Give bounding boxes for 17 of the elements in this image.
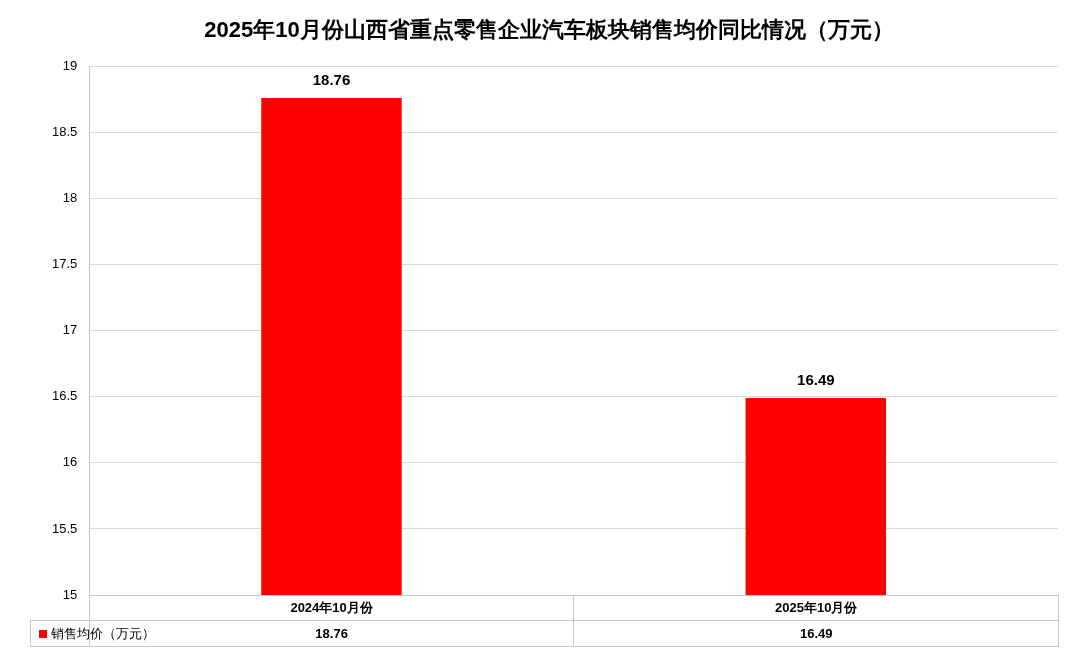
data-label: 16.49 bbox=[573, 620, 1059, 647]
y-tick-label: 17 bbox=[62, 322, 78, 338]
annotation: 18.76 bbox=[312, 70, 351, 88]
y-tick-label: 15.5 bbox=[51, 520, 78, 536]
x-tick-label: 2025年10月份 bbox=[573, 595, 1059, 621]
legend-label: 销售均价（万元） bbox=[50, 624, 155, 643]
y-tick-label: 18 bbox=[62, 190, 78, 206]
chart-title: 2025年10月份山西省重点零售企业汽车板块销售均价同比情况（万元） bbox=[204, 17, 894, 43]
x-tick-label: 2024年10月份 bbox=[89, 595, 574, 621]
annotation: 16.49 bbox=[797, 370, 835, 388]
y-tick-label: 17.5 bbox=[51, 256, 78, 272]
y-tick-label: 15 bbox=[62, 586, 78, 602]
y-tick-label: 16.5 bbox=[51, 388, 78, 404]
y-tick-label: 18.5 bbox=[51, 124, 78, 140]
y-tick-label: 16 bbox=[62, 454, 78, 470]
data-label: 18.76 bbox=[315, 626, 348, 641]
y-tick-label: 19 bbox=[62, 57, 78, 73]
